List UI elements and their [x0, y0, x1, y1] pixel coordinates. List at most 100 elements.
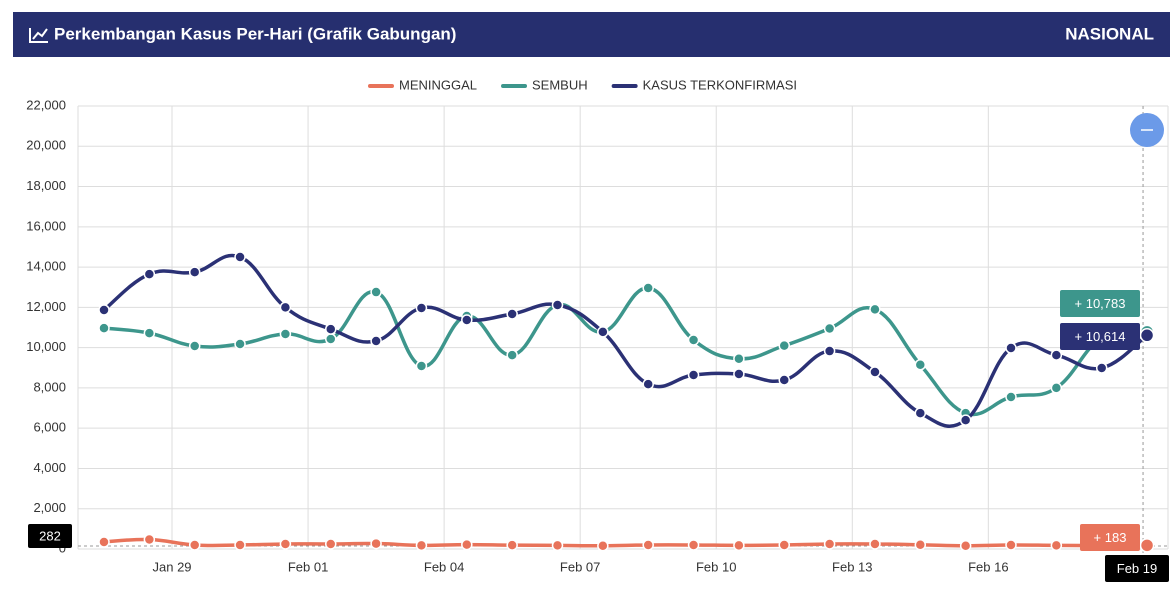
tooltip-value-box [1060, 323, 1140, 350]
y-tick-label: 6,000 [33, 420, 66, 435]
x-tick-label: Feb 01 [288, 559, 328, 574]
data-point [733, 352, 745, 365]
data-point [98, 304, 110, 316]
data-point [461, 538, 473, 551]
data-point [642, 378, 654, 390]
data-point [914, 359, 927, 371]
data-point [733, 539, 745, 552]
data-point [325, 538, 337, 550]
x-tick-label: Feb 13 [832, 559, 872, 574]
data-point [869, 303, 881, 316]
data-point [279, 538, 292, 550]
y-tick-label: 16,000 [26, 218, 66, 233]
data-point [1005, 342, 1017, 354]
x-tick-label: Jan 29 [153, 559, 192, 574]
data-point [1050, 539, 1063, 552]
y-tick-label: 8,000 [33, 379, 66, 394]
data-point [869, 538, 881, 550]
data-point [415, 539, 428, 552]
tooltip-date-box [1105, 555, 1169, 582]
data-point [597, 540, 609, 552]
tooltip-value: + 183 [1094, 530, 1127, 545]
data-point [279, 328, 292, 340]
tooltip-y: 282 [39, 528, 61, 543]
x-tick-label: Feb 04 [424, 559, 464, 574]
header-bar [13, 12, 1170, 57]
tooltip-value-box [1060, 290, 1140, 317]
data-point [959, 540, 972, 552]
y-tick-label: 4,000 [33, 460, 66, 475]
data-point [687, 539, 700, 551]
data-point [597, 326, 609, 338]
data-point [143, 327, 156, 339]
series-line [103, 537, 1148, 548]
y-tick-label: 12,000 [26, 299, 66, 314]
y-tick-label: 14,000 [26, 259, 66, 274]
data-point [98, 536, 110, 548]
x-tick-label: Feb 10 [696, 559, 736, 574]
data-point [959, 414, 972, 426]
data-point [551, 539, 564, 552]
data-point [642, 282, 654, 294]
data-point [1095, 362, 1108, 374]
y-tick-label: 10,000 [26, 339, 66, 354]
data-point [234, 539, 246, 551]
data-point [506, 349, 518, 361]
tooltip-value: + 10,783 [1075, 296, 1126, 311]
data-point [234, 338, 246, 350]
x-tick-label: Feb 07 [560, 559, 600, 574]
data-point [415, 360, 428, 372]
data-point [370, 537, 382, 550]
data-point [234, 251, 246, 263]
data-point [325, 323, 337, 335]
legend-label: MENINGGAL [399, 77, 477, 92]
tooltip-date: Feb 19 [1117, 561, 1157, 576]
legend-label: SEMBUH [532, 77, 588, 92]
chart-title: Perkembangan Kasus Per-Hari (Grafik Gabu… [54, 24, 456, 43]
data-point [1005, 539, 1017, 551]
data-point [279, 301, 292, 314]
y-tick-label: 2,000 [33, 500, 66, 515]
data-point [188, 539, 201, 551]
chart-icon [29, 28, 48, 43]
data-point [143, 533, 156, 546]
data-point [914, 539, 927, 551]
region-label: NASIONAL [1065, 24, 1154, 43]
data-point [823, 538, 836, 550]
data-point [1139, 538, 1155, 553]
data-point [733, 368, 745, 380]
data-point [1050, 382, 1063, 394]
data-point [778, 539, 790, 551]
data-point [461, 314, 473, 326]
data-point [1050, 349, 1063, 361]
data-point [687, 369, 700, 381]
x-tick-label: Feb 16 [968, 559, 1008, 574]
data-point [1005, 391, 1017, 403]
y-tick-label: 22,000 [26, 97, 66, 112]
data-point [823, 322, 836, 335]
data-point [506, 308, 518, 320]
data-point [687, 334, 700, 346]
tooltip-value-box [1080, 524, 1140, 551]
data-point [778, 374, 790, 386]
y-tick-label: 18,000 [26, 178, 66, 193]
data-point [1139, 328, 1155, 343]
data-point [869, 366, 881, 378]
data-point [143, 268, 156, 280]
data-point [325, 333, 337, 345]
data-point [370, 286, 382, 298]
data-point [98, 322, 110, 334]
data-point [188, 266, 201, 278]
tooltip-value: + 10,614 [1075, 329, 1126, 344]
data-point [370, 335, 382, 347]
data-point [778, 339, 790, 352]
legend: MENINGGAL SEMBUH KASUS TERKONFIRMASI [368, 77, 797, 92]
data-point [188, 340, 201, 352]
series-line [102, 253, 1149, 428]
data-point [823, 345, 836, 357]
tooltip-y-box [28, 524, 72, 548]
y-tick-label: 20,000 [26, 138, 66, 153]
data-point [642, 539, 654, 551]
legend-label: KASUS TERKONFIRMASI [643, 77, 797, 92]
